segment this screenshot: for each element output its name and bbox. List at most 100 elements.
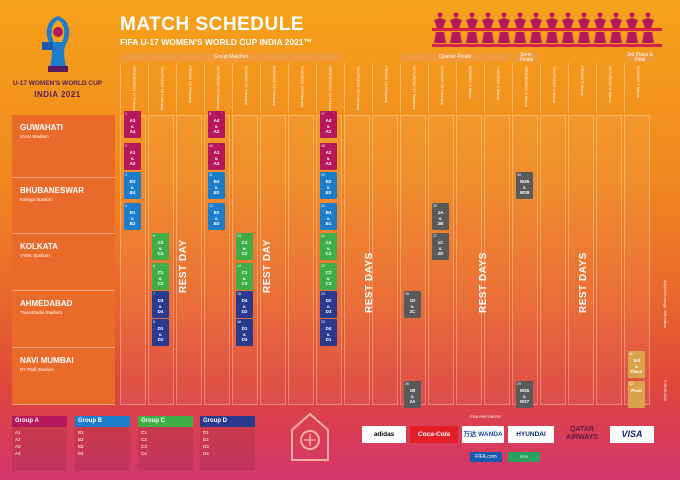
away-team: C3: [325, 281, 332, 286]
sponsor-adidas: adidas: [362, 426, 406, 443]
dancer-figure: [482, 12, 494, 43]
group-name: Group C: [138, 416, 193, 427]
versus-label: v.: [438, 245, 443, 251]
match-card: 6 C1 v. C2: [152, 263, 169, 290]
away-team: A3: [213, 161, 220, 166]
group-c-legend: Group C C1 C2 C3 C4: [138, 416, 193, 471]
footnote: Subject to change, 15th edition: [663, 280, 667, 329]
home-team: A1: [213, 150, 220, 155]
match-card: 2 A1 v. A2: [124, 143, 141, 170]
away-team: C1: [325, 251, 332, 256]
match-card: 26 1B v. 2A: [404, 381, 421, 408]
team: B3: [78, 444, 84, 449]
match-number: 26: [405, 382, 409, 386]
match-teams: D4 v. D1: [320, 326, 337, 343]
dancer-figure: [642, 12, 654, 43]
home-team: 1D: [409, 298, 416, 303]
home-team: D4: [325, 326, 332, 331]
day-column-header: FRIDAY 26 February: [372, 63, 398, 113]
match-card: 10 A1 v. A3: [208, 143, 225, 170]
versus-label: v.: [326, 303, 331, 309]
dancer-figure: [450, 12, 462, 43]
match-teams: B1 v. B2: [124, 210, 141, 227]
match-number: 31: [629, 352, 633, 356]
away-team: D1: [325, 337, 332, 342]
versus-label: v.: [410, 303, 415, 309]
away-team: C4: [157, 251, 164, 256]
home-team: C3: [157, 240, 164, 245]
match-number: 18: [321, 144, 325, 148]
dancer-figure: [610, 12, 622, 43]
team: D3: [203, 444, 209, 449]
day-label: MONDAY 22 February: [271, 66, 277, 106]
away-team: B3: [213, 221, 220, 226]
version-note: © 06.08.2020: [663, 380, 667, 402]
day-column-header: THURSDAY 4 March: [540, 63, 566, 113]
home-team: B2: [325, 179, 332, 184]
match-card: 15 D4 v. D2: [236, 291, 253, 318]
home-team: D1: [157, 326, 164, 331]
match-teams: A4 v. A1: [320, 118, 337, 135]
match-teams: 1C v. 2D: [432, 240, 449, 257]
sponsor-wanda: 万达 WANDA: [462, 426, 504, 443]
match-teams: C1 v. C2: [152, 270, 169, 287]
match-card: 22 C2 v. C3: [320, 263, 337, 290]
day-label: SUNDAY 7 March: [635, 66, 641, 98]
match-number: 9: [209, 112, 211, 116]
sponsor-hyundai: HYUNDAI: [508, 426, 554, 443]
dancer-figure: [466, 12, 478, 43]
match-number: 28: [405, 292, 409, 296]
match-teams: D1 v. D3: [236, 326, 253, 343]
match-teams: B3 v. B4: [124, 179, 141, 196]
dancer-figure: [498, 12, 510, 43]
match-number: 23: [321, 292, 325, 296]
day-column: [568, 115, 594, 405]
match-card: 4 B1 v. B2: [124, 203, 141, 230]
home-team: D2: [325, 298, 332, 303]
dancer-figure: [578, 12, 590, 43]
home-team: 1A: [437, 210, 444, 215]
group-name: Group B: [75, 416, 130, 427]
sponsor-visa: VISA: [610, 426, 654, 443]
day-column-header: MONDAY 22 February: [260, 63, 286, 113]
day-column-header: TUESDAY 23 February: [288, 63, 314, 113]
versus-label: v.: [410, 393, 415, 399]
home-team: 1B: [409, 388, 416, 393]
away-team: A3: [325, 161, 332, 166]
versus-label: v.: [242, 303, 247, 309]
page-subtitle: FIFA U-17 WOMEN'S WORLD CUP INDIA 2021™: [120, 37, 313, 47]
home-team: W25: [519, 388, 530, 393]
match-number: 2: [125, 144, 127, 148]
match-number: 1: [125, 112, 127, 116]
day-column-header: FRIDAY 19 February: [176, 63, 202, 113]
group-name: Group D: [200, 416, 255, 427]
stage-final: 3rd Place & Final: [626, 52, 654, 63]
day-label: WEDNESDAY 3 March: [523, 66, 529, 107]
group-d-legend: Group D D1 D2 D3 D4: [200, 416, 255, 471]
team: A2: [15, 437, 21, 442]
venue-stadium: TransStadia Stadium: [20, 310, 62, 315]
rest-days-label: REST DAYS: [478, 252, 489, 313]
match-number: 24: [321, 320, 325, 324]
page-title: MATCH SCHEDULE: [120, 14, 304, 35]
team: D2: [203, 437, 209, 442]
versus-label: v.: [242, 331, 247, 337]
match-teams: C4 v. C1: [320, 240, 337, 257]
match-teams: Final: [628, 388, 645, 394]
home-team: C1: [157, 270, 164, 275]
day-column-header: SUNDAY 21 February: [232, 63, 258, 113]
fifa-bottom-logo: FIFA: [508, 452, 540, 462]
match-number: 32: [629, 382, 633, 386]
team: B1: [78, 430, 84, 435]
versus-label: v.: [326, 123, 331, 129]
match-teams: W25 v. W27: [516, 388, 533, 405]
match-teams: A1 v. A2: [124, 150, 141, 167]
versus-label: v.: [326, 245, 331, 251]
day-column-header: THURSDAY 25 February: [344, 63, 370, 113]
day-column-header: MONDAY 1 March: [456, 63, 482, 113]
venue-city: GUWAHATI: [20, 123, 63, 132]
match-teams: C4 v. C2: [236, 240, 253, 257]
match-teams: A4 v. A2: [208, 118, 225, 135]
day-column: [344, 115, 370, 405]
match-card: 20 B4 v. B1: [320, 203, 337, 230]
